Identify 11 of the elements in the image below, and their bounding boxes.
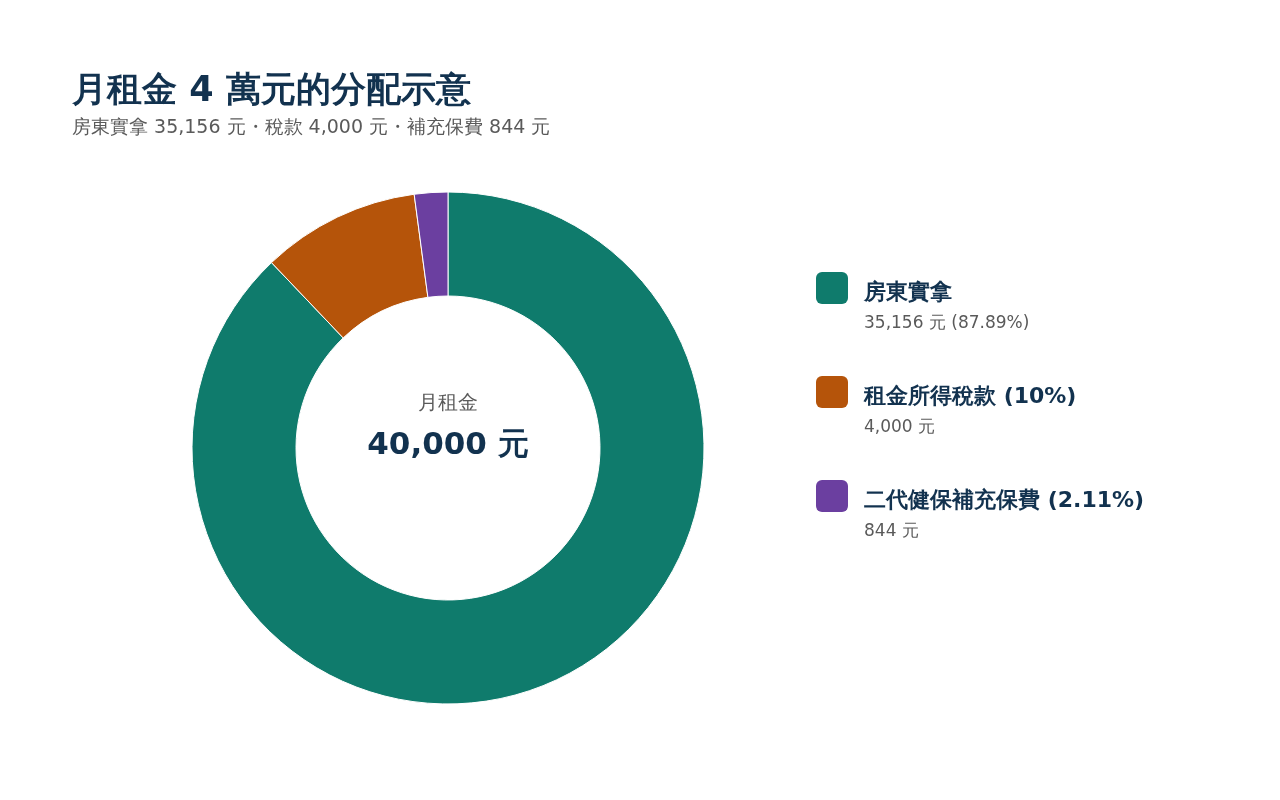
chart-subtitle: 房東實拿 35,156 元・稅款 4,000 元・補充保費 844 元 — [72, 115, 551, 137]
donut-slice — [191, 191, 705, 705]
legend-label: 二代健保補充保費 (2.11%) — [864, 487, 1145, 512]
data-label: 35,156 元 (87.89%) — [864, 312, 1030, 332]
text: 40,000 元 — [367, 425, 529, 461]
data-label: 4,000 元 — [864, 416, 936, 436]
text: 月租金 — [418, 390, 478, 414]
data-label: 844 元 — [864, 520, 919, 540]
legend-label: 租金所得稅款 (10%) — [863, 383, 1077, 408]
chart-title: 月租金 4 萬元的分配示意 — [71, 69, 471, 109]
legend-label: 房東實拿 — [863, 279, 952, 304]
